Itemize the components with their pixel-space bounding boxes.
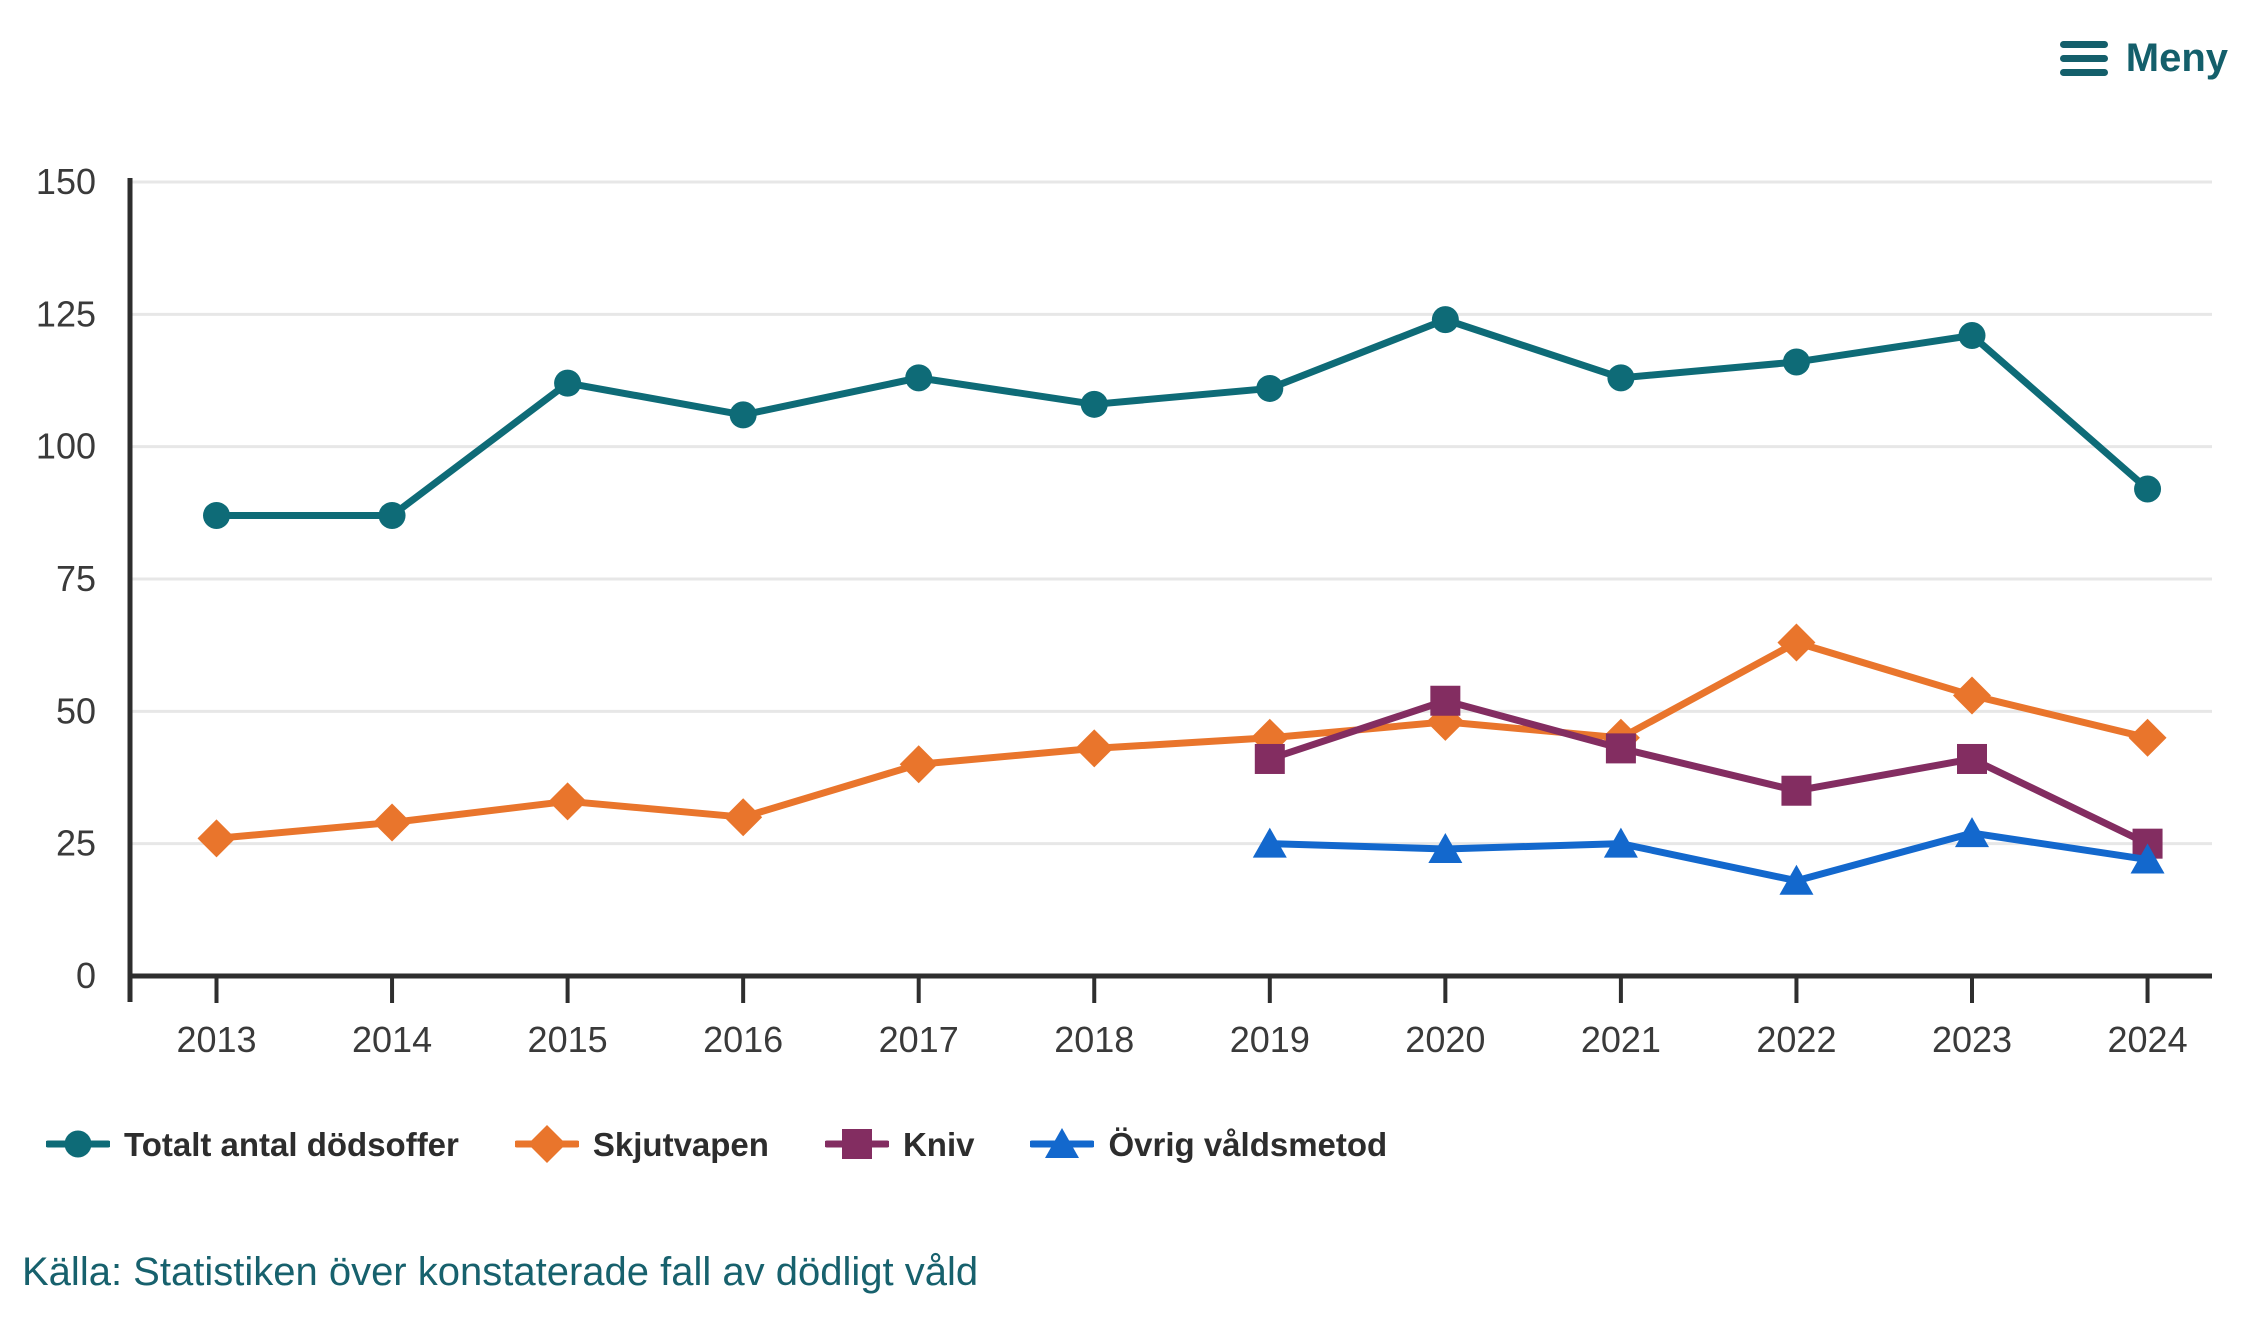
menu-button[interactable]: Meny bbox=[2059, 36, 2228, 80]
point-vrig-v-ldsmetod-2024[interactable] bbox=[2130, 843, 2165, 874]
legend-marker-shape[interactable] bbox=[1045, 1128, 1080, 1158]
x-axis-label-2016: 2016 bbox=[703, 1019, 783, 1060]
x-axis-label-2018: 2018 bbox=[1054, 1019, 1134, 1060]
legend-label: Totalt antal dödsoffer bbox=[124, 1125, 459, 1163]
circle-legend-marker-icon bbox=[46, 1130, 110, 1158]
point-totalt-antal-d-dsoffer-2017[interactable] bbox=[905, 364, 933, 392]
legend-item-skjutvapen[interactable]: Skjutvapen bbox=[514, 1124, 769, 1164]
legend-marker-shape[interactable] bbox=[841, 1129, 872, 1159]
point-kniv-2021[interactable] bbox=[1605, 733, 1636, 764]
legend-item-totalt-antal-d-dsoffer[interactable]: Totalt antal dödsoffer bbox=[46, 1124, 459, 1164]
point-totalt-antal-d-dsoffer-2014[interactable] bbox=[378, 501, 406, 529]
point-skjutvapen-2015[interactable] bbox=[548, 782, 587, 821]
point-kniv-2019[interactable] bbox=[1254, 743, 1285, 774]
x-axis-label-2022: 2022 bbox=[1756, 1019, 1836, 1060]
point-skjutvapen-2017[interactable] bbox=[899, 745, 938, 784]
point-totalt-antal-d-dsoffer-2024[interactable] bbox=[2134, 475, 2162, 503]
x-axis-label-2017: 2017 bbox=[879, 1019, 959, 1060]
x-axis-label-2014: 2014 bbox=[352, 1019, 432, 1060]
point-skjutvapen-2022[interactable] bbox=[1777, 623, 1816, 662]
point-totalt-antal-d-dsoffer-2020[interactable] bbox=[1431, 306, 1459, 334]
y-axis-label-75: 75 bbox=[56, 558, 96, 599]
legend-marker-shape[interactable] bbox=[527, 1125, 566, 1163]
line-chart: 0 25 50 75 100 125 150 2013 2014 2015 2016 2017 2018… bbox=[36, 161, 2212, 1060]
diamond-legend-marker-icon bbox=[514, 1125, 579, 1163]
series-vrig-v-ldsmetod-line bbox=[1266, 829, 2152, 885]
point-skjutvapen-2024[interactable] bbox=[2128, 718, 2167, 757]
x-axis-label-2013: 2013 bbox=[176, 1019, 256, 1060]
point-vrig-v-ldsmetod-2019[interactable] bbox=[1252, 827, 1287, 858]
series-skjutvapen-line bbox=[213, 639, 2152, 842]
triangle-legend-marker-icon bbox=[1030, 1128, 1095, 1158]
y-axis-label-100: 100 bbox=[36, 426, 96, 467]
legend-label: Övrig våldsmetod bbox=[1108, 1125, 1388, 1163]
point-totalt-antal-d-dsoffer-2021[interactable] bbox=[1607, 364, 1635, 392]
point-vrig-v-ldsmetod-2021[interactable] bbox=[1603, 827, 1638, 858]
point-totalt-antal-d-dsoffer-2018[interactable] bbox=[1080, 390, 1108, 418]
y-axis-label-50: 50 bbox=[56, 690, 96, 731]
x-axis-label-2020: 2020 bbox=[1405, 1019, 1485, 1060]
point-totalt-antal-d-dsoffer-2016[interactable] bbox=[729, 401, 757, 429]
point-vrig-v-ldsmetod-2023[interactable] bbox=[1955, 817, 1989, 848]
x-axis-label-2019: 2019 bbox=[1230, 1019, 1310, 1060]
x-axis-label-2015: 2015 bbox=[528, 1019, 608, 1060]
point-kniv-2022[interactable] bbox=[1781, 775, 1812, 806]
y-axis-label-25: 25 bbox=[56, 823, 96, 864]
x-axis-label-2023: 2023 bbox=[1932, 1019, 2012, 1060]
hamburger-menu-icon bbox=[2059, 40, 2108, 76]
point-skjutvapen-2018[interactable] bbox=[1075, 729, 1114, 768]
y-axis-label-150: 150 bbox=[36, 161, 96, 202]
point-skjutvapen-2016[interactable] bbox=[724, 798, 763, 837]
series-kniv-line bbox=[1266, 697, 2152, 848]
x-axis-label-2021: 2021 bbox=[1581, 1019, 1661, 1060]
point-vrig-v-ldsmetod-2022[interactable] bbox=[1779, 864, 1814, 895]
point-totalt-antal-d-dsoffer-2015[interactable] bbox=[554, 369, 582, 397]
y-axis-label-0: 0 bbox=[76, 955, 96, 996]
legend-item-kniv[interactable]: Kniv bbox=[824, 1124, 975, 1164]
legend-item-vrig-v-ldsmetod[interactable]: Övrig våldsmetod bbox=[1030, 1124, 1387, 1164]
point-skjutvapen-2014[interactable] bbox=[373, 803, 412, 842]
menu-label: Meny bbox=[2125, 36, 2228, 80]
point-totalt-antal-d-dsoffer-2019[interactable] bbox=[1256, 374, 1284, 402]
legend-label: Kniv bbox=[902, 1125, 975, 1163]
series-totalt-antal-d-dsoffer-line bbox=[213, 316, 2152, 519]
chart-legend: Totalt antal dödsoffer Skjutvapen Kniv Övri… bbox=[46, 1124, 1387, 1164]
square-legend-marker-icon bbox=[824, 1129, 889, 1159]
point-totalt-antal-d-dsoffer-2022[interactable] bbox=[1782, 348, 1810, 376]
point-kniv-2023[interactable] bbox=[1957, 743, 1987, 774]
point-vrig-v-ldsmetod-2020[interactable] bbox=[1428, 832, 1463, 863]
y-axis-label-125: 125 bbox=[36, 293, 96, 334]
source-caption: Källa: Statistiken över konstaterade fal… bbox=[22, 1250, 979, 1294]
legend-marker-shape[interactable] bbox=[64, 1130, 92, 1158]
legend-label: Skjutvapen bbox=[592, 1125, 769, 1163]
point-kniv-2020[interactable] bbox=[1430, 685, 1461, 716]
point-skjutvapen-2013[interactable] bbox=[197, 819, 236, 858]
point-totalt-antal-d-dsoffer-2023[interactable] bbox=[1958, 322, 1986, 350]
point-totalt-antal-d-dsoffer-2013[interactable] bbox=[203, 501, 230, 529]
x-axis-label-2024: 2024 bbox=[2108, 1019, 2188, 1060]
point-skjutvapen-2023[interactable] bbox=[1953, 676, 1991, 715]
